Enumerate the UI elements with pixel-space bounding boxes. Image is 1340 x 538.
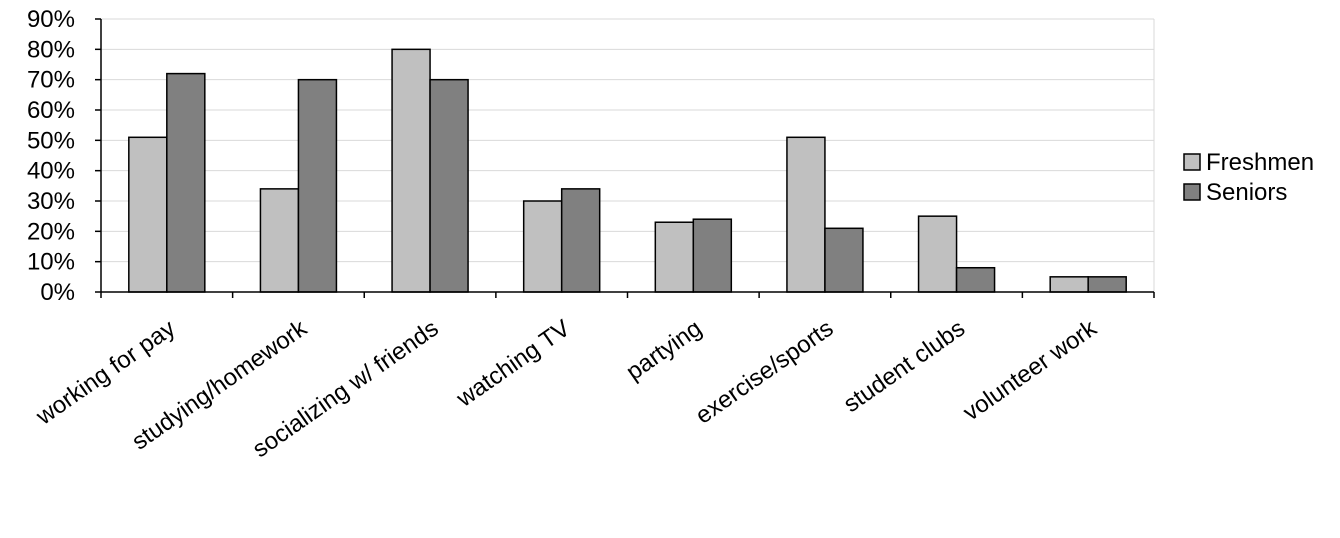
bar-freshmen-2 (391, 48, 431, 293)
y-tick-label: 20% (27, 218, 75, 245)
bar-freshmen-1 (259, 188, 300, 293)
bar-seniors-1 (297, 78, 338, 293)
bar-freshmen-7 (1049, 276, 1089, 293)
bar-freshmen-6 (917, 215, 958, 293)
y-tick-label: 50% (27, 127, 75, 154)
x-category-label: volunteer work (958, 314, 1102, 426)
y-tick-label: 70% (27, 67, 75, 94)
x-category-label: student clubs (839, 315, 970, 418)
bar-seniors-7 (1087, 276, 1127, 293)
y-tick-label: 60% (27, 97, 75, 124)
y-tick-label: 90% (27, 6, 75, 33)
bar-freshmen-0 (128, 136, 168, 293)
bar-seniors-0 (166, 72, 206, 293)
legend-label: Seniors (1206, 179, 1287, 206)
bar-seniors-5 (824, 227, 864, 293)
legend-swatch (1183, 183, 1201, 201)
legend-swatch (1183, 153, 1201, 171)
x-category-label: exercise/sports (691, 315, 839, 430)
x-category-label: watching TV (451, 315, 575, 413)
bar-freshmen-4 (654, 221, 695, 293)
bar-seniors-3 (560, 188, 601, 293)
bar-freshmen-3 (522, 200, 563, 293)
y-tick-label: 10% (27, 249, 75, 276)
bar-seniors-4 (692, 218, 733, 293)
y-tick-label: 40% (27, 158, 75, 185)
y-tick-label: 0% (40, 279, 75, 306)
bar-seniors-6 (955, 266, 996, 293)
bar-seniors-2 (429, 78, 469, 293)
x-category-label: partying (621, 315, 706, 386)
y-tick-label: 80% (27, 36, 75, 63)
bar-freshmen-5 (786, 136, 826, 293)
legend-label: Freshmen (1206, 149, 1314, 176)
y-tick-label: 30% (27, 188, 75, 215)
